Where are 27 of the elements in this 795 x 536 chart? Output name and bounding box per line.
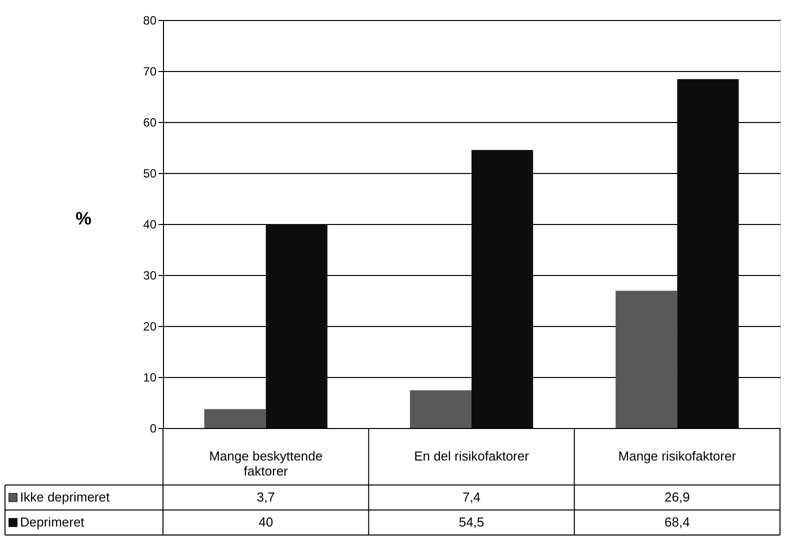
bar — [266, 224, 328, 428]
y-tick-label: 50 — [143, 166, 157, 180]
x-tick-label: En del risikofaktorer — [414, 448, 530, 464]
y-tick-label: 80 — [143, 14, 157, 28]
bar — [472, 150, 534, 428]
y-tick-label: 70 — [143, 64, 157, 78]
x-tick-label: Mange beskyttende faktorer — [209, 448, 323, 478]
data-label: 26,9 — [664, 490, 690, 504]
x-tick-label: Mange risikofaktorer — [618, 448, 737, 464]
data-label: 40 — [258, 514, 274, 530]
data-label: 7,4 — [462, 490, 481, 504]
bar — [677, 79, 739, 428]
y-tick-label: 10 — [143, 370, 157, 384]
data-label: 3,7 — [256, 490, 275, 504]
y-tick-label: 0 — [150, 422, 157, 436]
legend-label: Deprimeret — [20, 514, 85, 530]
data-label: 68,4 — [664, 514, 690, 530]
bar — [410, 390, 472, 428]
y-tick-label: 40 — [143, 218, 157, 232]
legend-label: Ikke deprimeret — [20, 490, 110, 504]
bar — [204, 409, 266, 428]
y-tick-label: 30 — [143, 268, 157, 282]
y-axis-title: % — [75, 208, 92, 228]
y-tick-label: 20 — [143, 320, 157, 334]
y-tick-label: 60 — [143, 116, 157, 130]
bar — [616, 290, 678, 428]
data-label: 54,5 — [458, 514, 484, 530]
